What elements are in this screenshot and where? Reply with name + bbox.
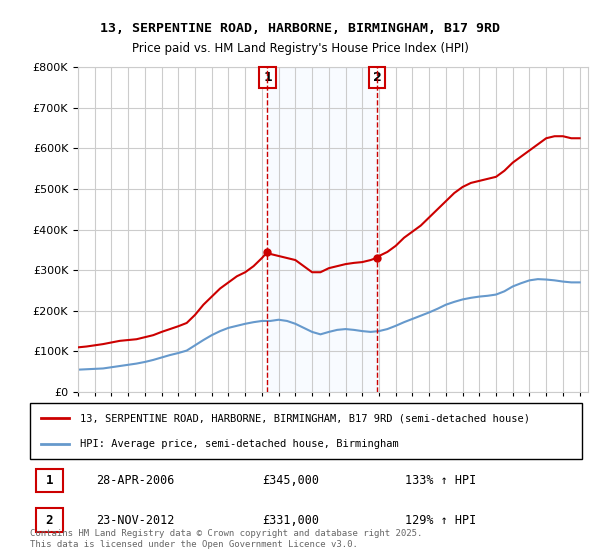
Bar [268,67,377,392]
Text: 23-NOV-2012: 23-NOV-2012 [96,514,175,526]
Text: 129% ↑ HPI: 129% ↑ HPI [406,514,476,526]
Text: £345,000: £345,000 [262,474,319,487]
Text: 13, SERPENTINE ROAD, HARBORNE, BIRMINGHAM, B17 9RD: 13, SERPENTINE ROAD, HARBORNE, BIRMINGHA… [100,22,500,35]
Text: 2: 2 [46,514,53,526]
Text: 28-APR-2006: 28-APR-2006 [96,474,175,487]
Text: 13, SERPENTINE ROAD, HARBORNE, BIRMINGHAM, B17 9RD (semi-detached house): 13, SERPENTINE ROAD, HARBORNE, BIRMINGHA… [80,413,530,423]
Text: 133% ↑ HPI: 133% ↑ HPI [406,474,476,487]
FancyBboxPatch shape [35,469,63,492]
Text: Contains HM Land Registry data © Crown copyright and database right 2025.
This d: Contains HM Land Registry data © Crown c… [30,529,422,549]
Text: £331,000: £331,000 [262,514,319,526]
Text: 1: 1 [46,474,53,487]
Text: 2: 2 [373,71,382,84]
Text: HPI: Average price, semi-detached house, Birmingham: HPI: Average price, semi-detached house,… [80,439,398,449]
FancyBboxPatch shape [30,403,582,459]
FancyBboxPatch shape [35,508,63,532]
Text: 1: 1 [263,71,272,84]
Text: Price paid vs. HM Land Registry's House Price Index (HPI): Price paid vs. HM Land Registry's House … [131,42,469,55]
